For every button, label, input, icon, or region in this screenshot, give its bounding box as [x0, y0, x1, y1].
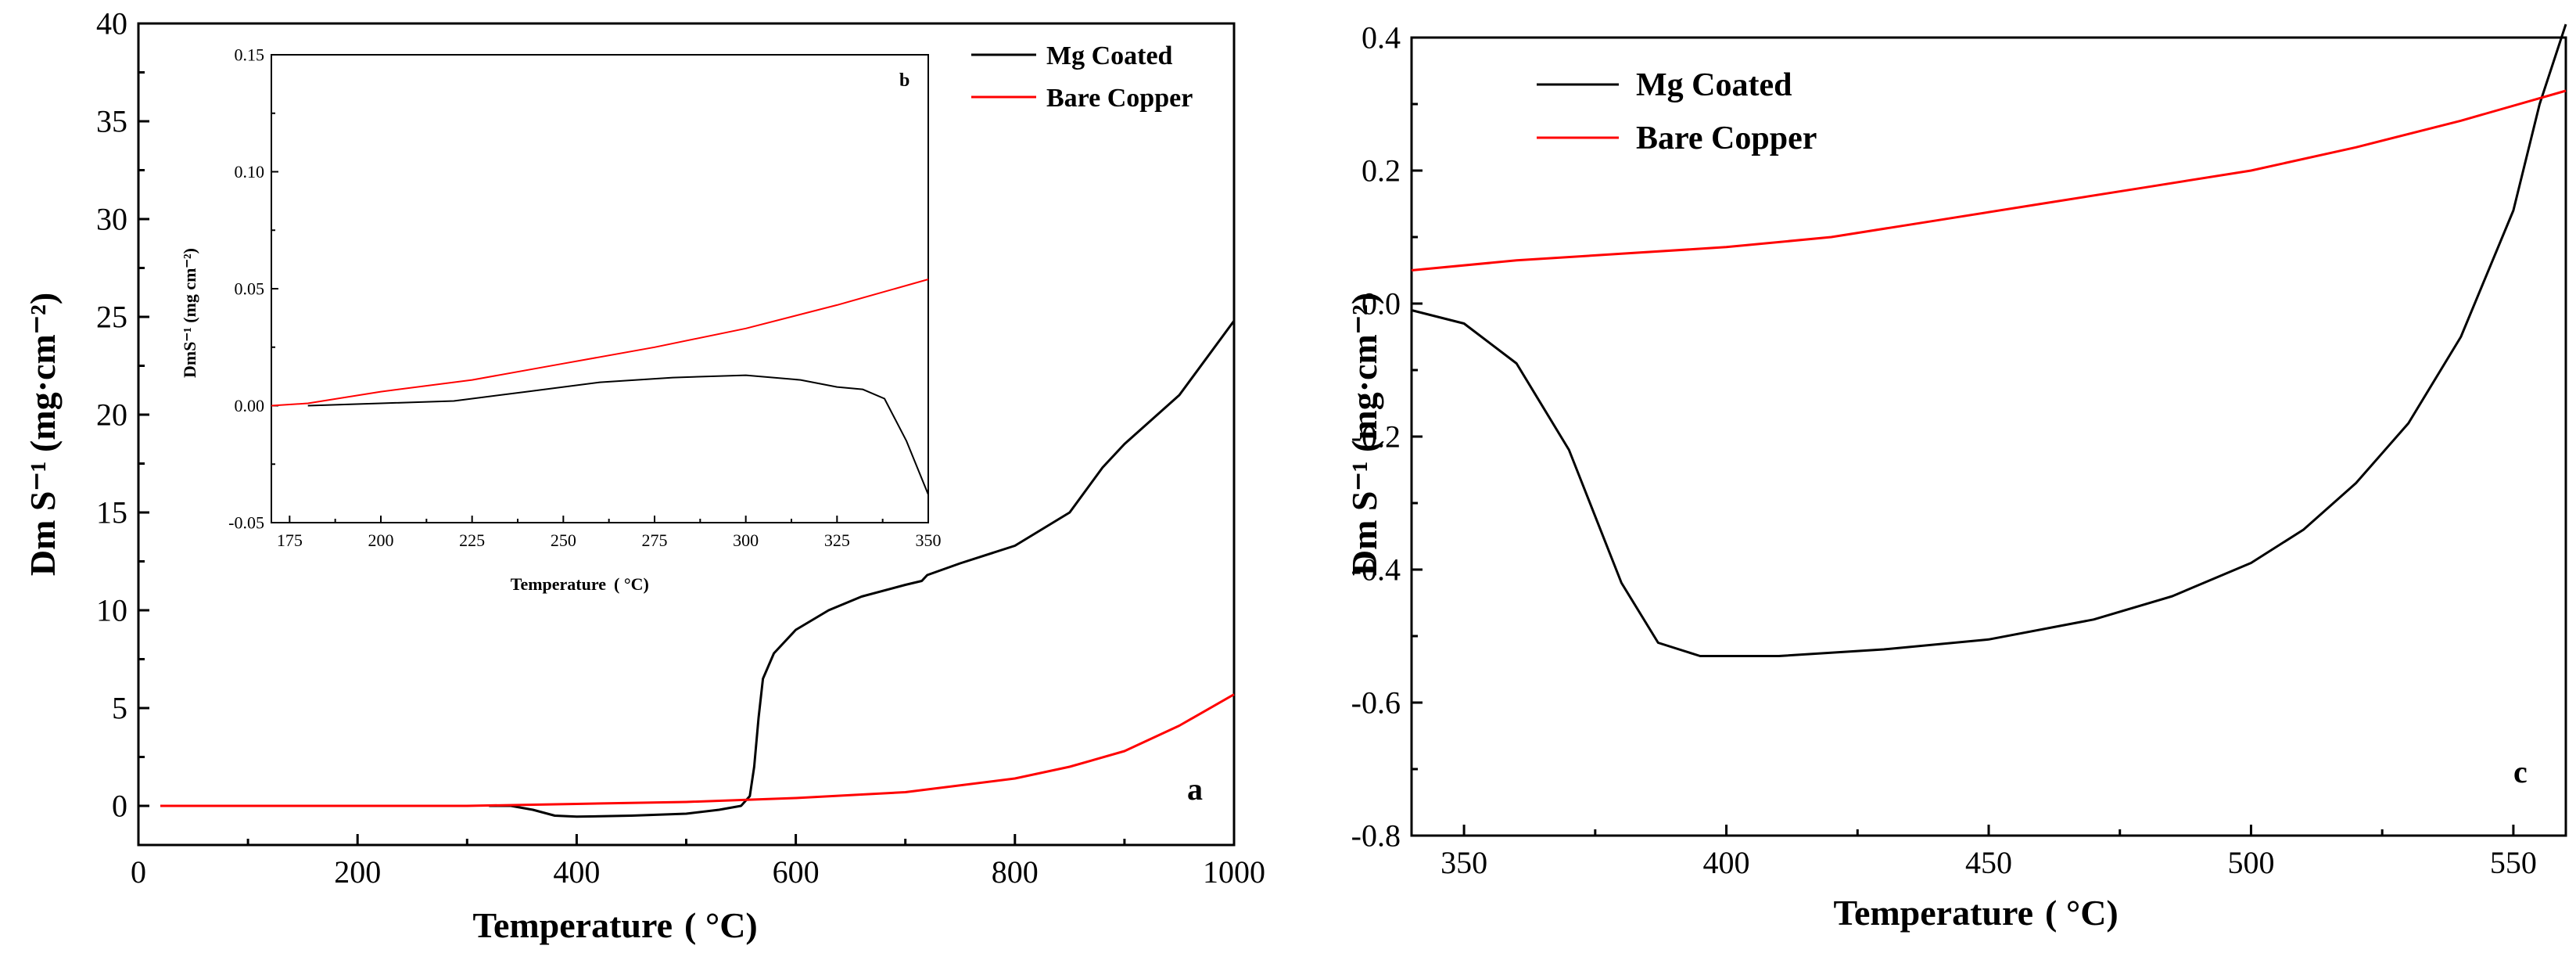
panel-c-xlabel: Temperature: [1833, 893, 2033, 933]
legend-label-mg-coated: Mg Coated: [1636, 67, 1792, 103]
y-tick-label: 15: [96, 495, 127, 530]
x-tick-label: 175: [277, 530, 303, 550]
series-line-mg-coated: [1411, 23, 2567, 657]
x-tick-label: 400: [553, 854, 600, 890]
y-tick-label: 0.0: [1362, 286, 1401, 322]
y-tick-label: 0.05: [235, 279, 265, 299]
panel-c-xlabel-unit: ( °C): [2045, 893, 2119, 933]
y-tick-label: 10: [96, 593, 127, 628]
panel-a-ticks: 0 200 400 600 800 1000 0 5 10 15 20 25 30 35 40: [96, 6, 1265, 890]
y-tick-label: 40: [96, 6, 127, 41]
panel-a-xlabel: Temperature: [472, 905, 673, 945]
x-tick-label: 450: [1965, 845, 2012, 880]
y-tick-label: 0.15: [235, 45, 265, 65]
x-tick-label: 550: [2490, 845, 2537, 880]
panel-c-series: [1411, 23, 2567, 657]
panel-c-ticks: 350 400 450 500 550 -0.8 -0.6 -0.4 -0.2 0.0 0.2 0.4: [1351, 20, 2537, 881]
panel-a: 0 200 400 600 800 1000 0 5 10 15 20 25 30 35 40 Mg Coa…: [23, 6, 1265, 946]
x-tick-label: 350: [916, 530, 942, 550]
panel-a-ylabel: Dm S⁻¹ (mg·cm⁻²): [23, 293, 63, 576]
x-tick-label: 400: [1703, 845, 1750, 880]
panel-c-ylabel: Dm S⁻¹ (mg·cm⁻²): [1344, 293, 1384, 576]
panel-a-xlabel-unit: ( °C): [684, 905, 758, 945]
series-line-bare-copper: [160, 693, 1235, 807]
legend-label-bare-copper: Bare Copper: [1636, 120, 1817, 156]
x-tick-label: 200: [334, 854, 381, 890]
legend-label-mg-coated: Mg Coated: [1046, 41, 1173, 70]
series-line-mg-coated: [489, 320, 1236, 818]
panel-b-series: [271, 279, 929, 495]
panel-c: 350 400 450 500 550 -0.8 -0.6 -0.4 -0.2 0.0 0.2 0.4…: [1344, 20, 2567, 933]
series-line-bare-copper: [271, 279, 929, 407]
y-tick-label: 30: [96, 202, 127, 237]
x-tick-label: 350: [1440, 845, 1487, 880]
x-tick-label: 275: [642, 530, 668, 550]
panel-b-xlabel-unit: ( °C): [614, 574, 649, 594]
panel-a-legend: Mg Coated Bare Copper: [971, 41, 1193, 113]
y-tick-label: -0.8: [1351, 818, 1401, 854]
y-tick-label: 0.00: [235, 396, 265, 415]
x-tick-label: 600: [773, 854, 820, 890]
x-tick-label: 1000: [1203, 854, 1265, 890]
x-tick-label: 800: [992, 854, 1039, 890]
y-tick-label: 0.2: [1362, 153, 1401, 189]
panel-c-frame: [1410, 36, 2567, 837]
series-line-bare-copper: [1411, 89, 2567, 271]
y-tick-label: 5: [112, 691, 127, 726]
y-tick-label: 0.4: [1362, 20, 1401, 56]
x-tick-label: 250: [551, 530, 576, 550]
y-tick-label: -0.6: [1351, 685, 1401, 721]
panel-b-frame: [271, 54, 929, 523]
panel-c-legend: Mg Coated Bare Copper: [1537, 67, 1817, 156]
x-tick-label: 225: [459, 530, 485, 550]
y-tick-label: -0.2: [1351, 419, 1401, 455]
x-tick-label: 500: [2227, 845, 2274, 880]
panel-b-letter: b: [899, 70, 909, 91]
panel-b-xlabel: Temperature: [511, 574, 606, 594]
panel-a-letter: a: [1187, 771, 1203, 807]
y-tick-label: 0.10: [235, 162, 265, 182]
panel-c-letter: c: [2513, 754, 2528, 789]
series-line-mg-coated: [307, 374, 929, 495]
x-tick-label: 325: [824, 530, 850, 550]
y-tick-label: 35: [96, 104, 127, 139]
panel-b-inset: 175 200 225 250 275 300 325 350 -0.05 0.00 0.05 0.1…: [180, 45, 942, 595]
x-tick-label: 0: [131, 854, 146, 890]
y-tick-label: 20: [96, 397, 127, 433]
panel-a-series: [160, 320, 1236, 818]
y-tick-label: 0: [112, 789, 127, 824]
x-tick-label: 300: [733, 530, 759, 550]
y-tick-label: -0.4: [1351, 552, 1401, 588]
legend-label-bare-copper: Bare Copper: [1046, 84, 1193, 113]
x-tick-label: 200: [368, 530, 394, 550]
panel-b-ylabel: DmS⁻¹ (mg cm⁻²): [180, 248, 199, 378]
y-tick-label: -0.05: [228, 513, 264, 533]
y-tick-label: 25: [96, 300, 127, 335]
